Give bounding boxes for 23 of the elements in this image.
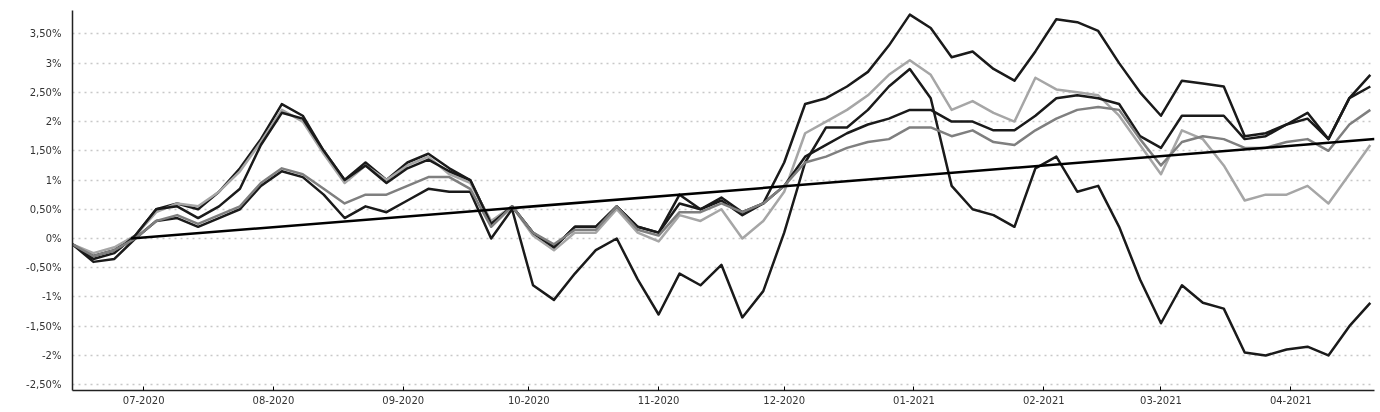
y-tick-label: -1% [42, 291, 62, 303]
x-tick-label: 04-2021 [1269, 394, 1312, 406]
y-tick-label: -1,50% [26, 320, 62, 332]
y-tick-label: -0,50% [26, 262, 62, 274]
x-tick-label: 03-2021 [1140, 394, 1182, 406]
x-tick-label: 10-2020 [507, 394, 550, 406]
y-tick-label: 0,50% [29, 203, 62, 215]
y-tick-label: 3% [45, 57, 62, 69]
x-tick-label: 02-2021 [1022, 394, 1065, 406]
y-tick-label: -2% [42, 349, 62, 361]
y-tick-label: 0% [45, 233, 62, 244]
x-tick-label: 07-2020 [122, 394, 165, 406]
y-tick-label: 3,50% [29, 28, 62, 40]
y-tick-label: -2,50% [26, 379, 62, 391]
y-tick-label: 2,50% [29, 86, 62, 98]
y-tick-label: 1,50% [29, 145, 62, 157]
x-tick-label: 01-2021 [893, 394, 935, 406]
x-tick-label: 12-2020 [763, 394, 806, 406]
y-tick-label: 2% [45, 116, 62, 128]
x-tick-label: 09-2020 [382, 394, 425, 406]
x-tick-label: 11-2020 [637, 394, 680, 406]
y-tick-label: 1% [45, 174, 62, 186]
x-tick-label: 08-2020 [252, 394, 295, 406]
